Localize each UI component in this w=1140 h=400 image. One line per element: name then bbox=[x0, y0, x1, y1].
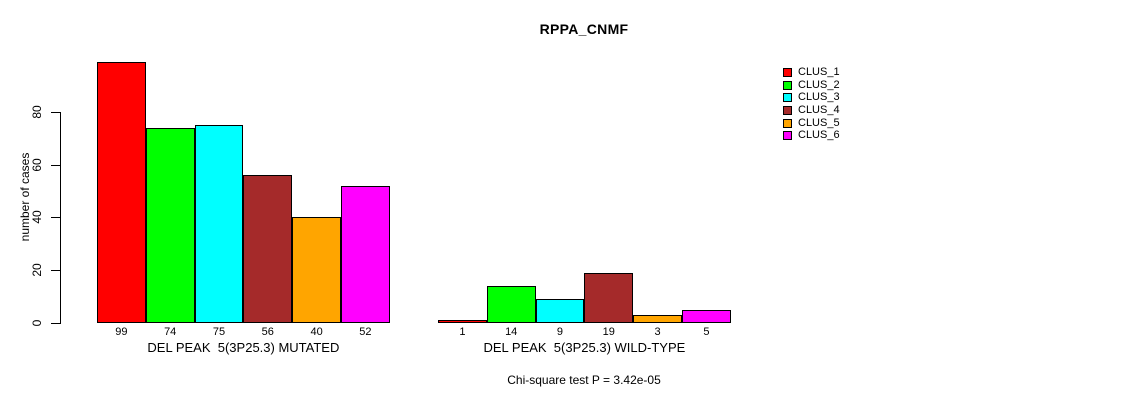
legend-item-clus_3: CLUS_3 bbox=[783, 91, 840, 104]
bar-value-label: 9 bbox=[556, 326, 564, 338]
bar-value-label: 14 bbox=[505, 326, 518, 338]
bar-mutated-clus_2 bbox=[145, 127, 195, 323]
legend-item-clus_4: CLUS_4 bbox=[783, 104, 840, 117]
x-group-label-mutated: DEL PEAK 5(3P25.3) MUTATED bbox=[147, 340, 340, 355]
y-axis-tick bbox=[51, 217, 60, 219]
legend-label: CLUS_4 bbox=[798, 103, 840, 116]
chart-title: RPPA_CNMF bbox=[539, 21, 629, 37]
bar-wild-type-clus_3 bbox=[535, 299, 585, 323]
legend-label: CLUS_1 bbox=[798, 65, 840, 78]
bar-wild-type-clus_4 bbox=[584, 272, 634, 323]
bar-wild-type-clus_5 bbox=[633, 315, 682, 323]
bar-value-label: 40 bbox=[310, 326, 323, 338]
legend-swatch-clus_6 bbox=[783, 131, 792, 141]
bar-mutated-clus_3 bbox=[194, 125, 244, 323]
bar-mutated-clus_4 bbox=[243, 175, 293, 323]
legend-label: CLUS_6 bbox=[798, 129, 840, 142]
legend: CLUS_1 CLUS_2 CLUS_3 CLUS_4 CLUS_5 CLUS_6 bbox=[783, 66, 840, 142]
legend-swatch-clus_1 bbox=[783, 67, 792, 77]
legend-swatch-clus_4 bbox=[783, 105, 792, 115]
legend-swatch-clus_2 bbox=[783, 80, 792, 90]
bar-value-label: 75 bbox=[212, 326, 226, 338]
y-axis-tick-label: 80 bbox=[30, 105, 44, 119]
bar-mutated-clus_1 bbox=[97, 61, 146, 323]
bar-mutated-clus_6 bbox=[341, 185, 390, 323]
y-axis-tick-label: 20 bbox=[30, 263, 44, 277]
legend-item-clus_1: CLUS_1 bbox=[783, 66, 840, 79]
bar-wild-type-clus_6 bbox=[682, 309, 731, 323]
legend-item-clus_2: CLUS_2 bbox=[783, 79, 840, 92]
bar-value-label: 99 bbox=[115, 326, 128, 338]
y-axis-tick-label: 0 bbox=[30, 319, 44, 327]
legend-item-clus_6: CLUS_6 bbox=[783, 129, 840, 142]
bar-wild-type-clus_1 bbox=[438, 320, 487, 323]
stat-annotation: Chi-square test P = 3.42e-05 bbox=[507, 373, 661, 387]
bar-value-label: 56 bbox=[261, 326, 274, 338]
bar-value-label: 1 bbox=[459, 326, 466, 338]
legend-swatch-clus_3 bbox=[783, 93, 792, 103]
legend-label: CLUS_3 bbox=[798, 91, 840, 104]
y-axis-tick bbox=[51, 164, 60, 166]
bar-wild-type-clus_2 bbox=[486, 286, 536, 323]
legend-item-clus_5: CLUS_5 bbox=[783, 117, 840, 130]
y-axis-tick bbox=[51, 270, 60, 272]
bar-value-label: 5 bbox=[703, 326, 710, 338]
y-axis-tick-label: 60 bbox=[30, 157, 44, 172]
legend-label: CLUS_2 bbox=[798, 78, 840, 91]
x-group-label-wild-type: DEL PEAK 5(3P25.3) WILD-TYPE bbox=[483, 340, 686, 355]
bar-value-label: 3 bbox=[654, 326, 661, 338]
y-axis-tick-label: 40 bbox=[30, 210, 44, 225]
legend-swatch-clus_5 bbox=[783, 118, 792, 128]
bar-mutated-clus_5 bbox=[292, 217, 341, 323]
y-axis-line bbox=[60, 111, 61, 324]
y-axis-tick bbox=[51, 111, 60, 113]
bar-value-label: 19 bbox=[602, 326, 615, 338]
bar-value-label: 74 bbox=[164, 326, 177, 338]
legend-label: CLUS_5 bbox=[798, 116, 840, 129]
bar-value-label: 52 bbox=[359, 326, 372, 338]
y-axis-tick bbox=[51, 323, 60, 324]
